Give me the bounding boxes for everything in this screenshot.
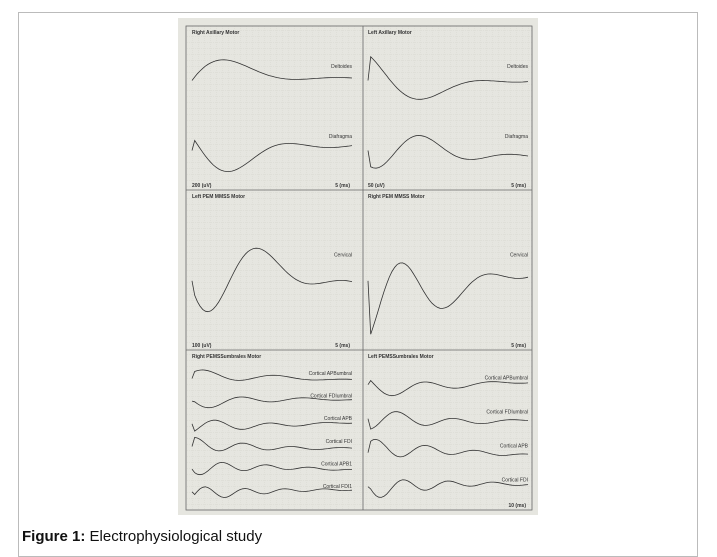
trace: [367, 411, 529, 430]
caption-text: Electrophysiological study: [89, 528, 263, 545]
trace-label: Cervical: [510, 252, 528, 258]
trace: [367, 379, 529, 397]
trace: [191, 139, 353, 172]
trace-label: Cortical APB: [324, 416, 353, 422]
trace: [367, 262, 529, 335]
scale-label: 50 (uV): [368, 183, 385, 189]
trace: [191, 396, 353, 409]
trace-label: Cortical FDI1: [323, 484, 352, 490]
trace-label: Cortical APBumbral: [485, 375, 528, 381]
scale-label: 100 (uV): [192, 343, 212, 349]
trace-label: Cortical APBumbral: [309, 371, 352, 377]
panel-title: Left PEMSSumbrales Motor: [368, 354, 434, 360]
scale-label: 5 (ms): [335, 343, 350, 349]
trace-label: Cortical FDI: [326, 439, 352, 445]
trace-label: Deltoides: [331, 64, 352, 70]
caption: Figure 1: Electrophysiological study: [22, 528, 262, 545]
panel-title: Left PEM MMSS Motor: [192, 194, 245, 200]
trace: [191, 461, 352, 476]
panel-title: Right PEMSSumbrales Motor: [192, 354, 261, 360]
trace-label: Diafragma: [505, 134, 528, 140]
panel-title: Right PEM MMSS Motor: [368, 194, 425, 200]
trace: [191, 59, 353, 81]
scale-label: 5 (ms): [335, 183, 350, 189]
trace-label: Cortical APB1: [321, 462, 352, 468]
scale-label: 200 (uV): [192, 183, 212, 189]
trace: [191, 369, 353, 381]
trace-label: Cervical: [334, 252, 352, 258]
trace-label: Diafragma: [329, 134, 352, 140]
trace: [367, 135, 529, 169]
trace-label: Cortical FDIumbral: [486, 409, 528, 415]
trace: [191, 436, 353, 452]
trace: [367, 479, 529, 498]
paper-grid: [186, 26, 532, 510]
scale-label: 5 (ms): [511, 343, 526, 349]
trace-label: Cortical APB: [500, 443, 529, 449]
scale-label: 5 (ms): [511, 183, 526, 189]
trace: [367, 55, 529, 100]
trace-label: Cortical FDIumbral: [310, 394, 352, 400]
panel-title: Right Axillary Motor: [192, 30, 239, 36]
paper-border: [185, 25, 533, 511]
trace: [191, 419, 353, 432]
trace: [191, 247, 353, 313]
trace-label: Deltoides: [507, 64, 528, 70]
trace: [367, 438, 529, 458]
caption-label: Figure 1:: [22, 528, 86, 545]
trace-label: Cortical FDI: [502, 477, 528, 483]
trace: [191, 486, 353, 498]
scale-label: 10 (ms): [508, 503, 526, 509]
panel-title: Left Axillary Motor: [368, 30, 412, 36]
